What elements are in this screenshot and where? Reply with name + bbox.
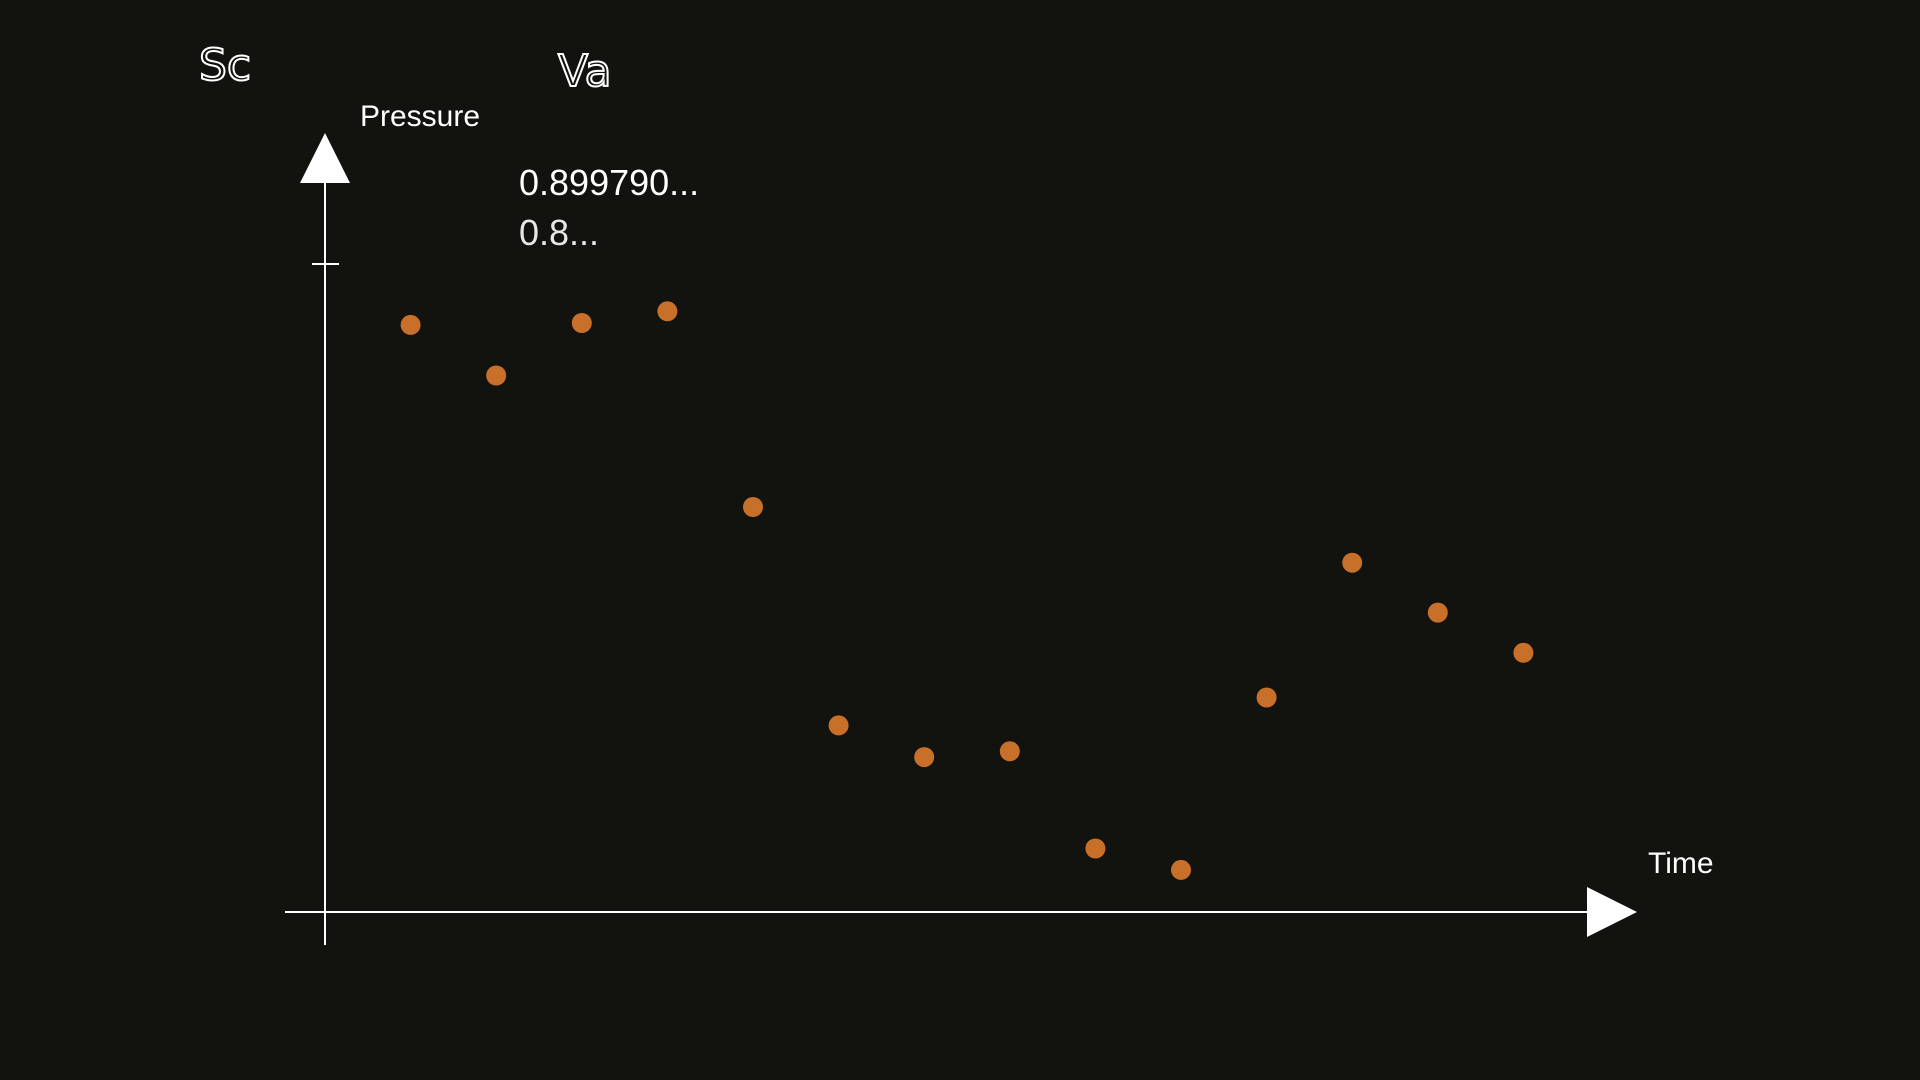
data-point — [657, 301, 678, 322]
right-header: Va — [558, 46, 612, 97]
data-point — [743, 497, 763, 517]
data-point — [999, 741, 1020, 762]
y-axis-arrow — [300, 133, 350, 183]
left-header: Sc — [199, 40, 251, 91]
data-point — [828, 715, 849, 736]
data-point — [1513, 642, 1534, 663]
value-readout-partial: 0.8... — [519, 212, 599, 253]
value-readout: 0.899790... — [519, 162, 699, 203]
data-points — [400, 301, 1534, 880]
x-axis-label: Time — [1648, 847, 1714, 880]
y-axis-label: Pressure — [360, 100, 480, 133]
data-point — [1256, 687, 1277, 708]
data-point — [486, 365, 507, 386]
x-axis-arrow — [1587, 887, 1637, 937]
data-point — [914, 747, 935, 768]
data-point — [400, 314, 421, 335]
data-point — [1427, 602, 1448, 623]
data-point — [1342, 552, 1363, 573]
data-point — [571, 313, 592, 333]
data-point — [1171, 859, 1191, 880]
data-point — [1085, 838, 1106, 859]
